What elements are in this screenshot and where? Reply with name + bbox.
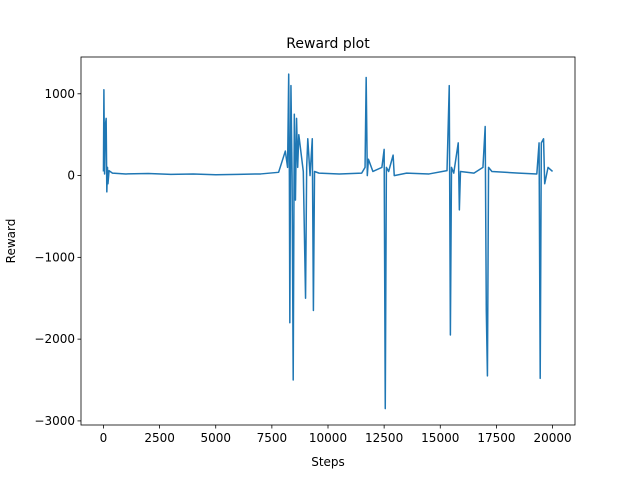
- data-line: [102, 73, 554, 410]
- y-tick-label: −3000: [34, 414, 75, 428]
- x-tick-label: 17500: [477, 431, 515, 445]
- chart-title: Reward plot: [286, 36, 370, 52]
- y-axis-label: Reward: [4, 219, 18, 264]
- y-tick-label: 0: [67, 169, 75, 183]
- y-tick-label: −2000: [34, 332, 75, 346]
- x-axis-label: Steps: [311, 455, 345, 469]
- x-tick-label: 15000: [421, 431, 459, 445]
- y-tick-label: 1000: [44, 87, 75, 101]
- x-tick-label: 12500: [365, 431, 403, 445]
- x-tick-label: 20000: [533, 431, 571, 445]
- x-tick-label: 0: [100, 431, 108, 445]
- plot-frame: [80, 56, 576, 426]
- x-tick-label: 2500: [144, 431, 175, 445]
- x-tick-label: 10000: [309, 431, 347, 445]
- y-tick-label: −1000: [34, 250, 75, 264]
- x-tick-label: 7500: [257, 431, 288, 445]
- x-tick-label: 5000: [200, 431, 231, 445]
